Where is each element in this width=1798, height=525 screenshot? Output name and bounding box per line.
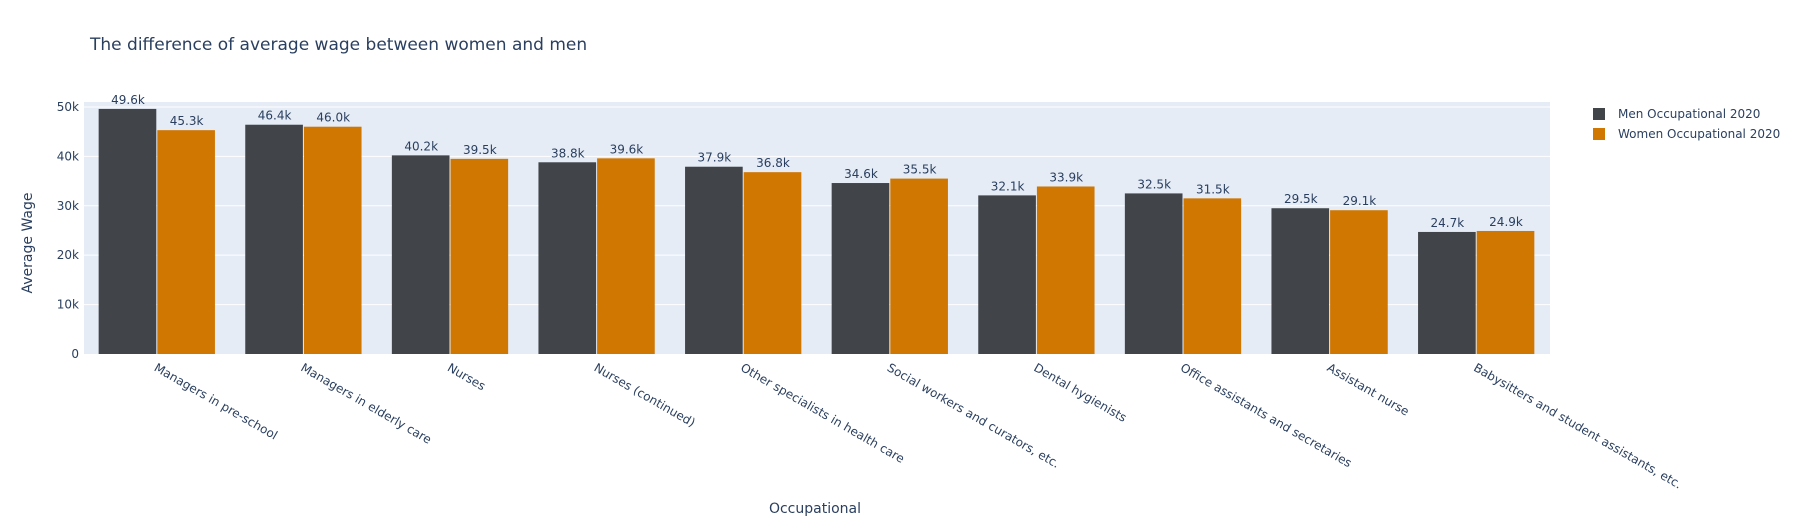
- legend-swatch: [1593, 128, 1605, 140]
- bar[interactable]: [1330, 210, 1388, 354]
- bar-value-label: 34.6k: [844, 167, 878, 181]
- x-tick-label: Managers in elderly care: [298, 360, 433, 446]
- x-tick-label: Assistant nurse: [1325, 360, 1412, 418]
- bar[interactable]: [245, 124, 303, 355]
- bar[interactable]: [743, 172, 802, 354]
- x-tick-label: Nurses (continued): [592, 360, 698, 429]
- bar-value-label: 40.2k: [404, 139, 438, 153]
- bar-value-label: 24.9k: [1489, 215, 1523, 229]
- x-axis-ticks: Managers in pre-school Managers in elderl…: [152, 360, 1684, 491]
- bars: [98, 108, 1535, 355]
- bar-value-label: 31.5k: [1196, 182, 1230, 196]
- legend-swatch: [1593, 108, 1605, 120]
- bar-value-label: 32.1k: [991, 179, 1025, 193]
- bar[interactable]: [1476, 230, 1535, 354]
- bar[interactable]: [1271, 208, 1330, 354]
- x-tick-label: Nurses: [445, 360, 488, 393]
- bar[interactable]: [685, 166, 743, 354]
- x-tick-label: Office assistants and secretaries: [1178, 360, 1354, 470]
- bar[interactable]: [157, 130, 215, 354]
- bar-value-label: 35.5k: [903, 163, 937, 177]
- bar-value-label: 49.6k: [111, 93, 145, 107]
- y-axis-title: Average Wage: [20, 193, 36, 294]
- y-tick-label: 30k: [57, 199, 79, 213]
- bar[interactable]: [450, 158, 509, 354]
- legend-item[interactable]: Women Occupational 2020: [1593, 127, 1780, 141]
- y-tick-label: 0: [71, 347, 79, 361]
- legend-label: Women Occupational 2020: [1618, 127, 1780, 141]
- bar-labels: 49.6k 45.3k 46.4k 46.0k 40.2k 39.5k 38.8k 39.6k…: [111, 93, 1523, 230]
- bar[interactable]: [890, 178, 948, 354]
- bar[interactable]: [1124, 193, 1183, 354]
- bar-value-label: 37.9k: [698, 151, 732, 165]
- x-axis-title: Occupational: [769, 501, 861, 517]
- bar[interactable]: [538, 162, 597, 354]
- bar[interactable]: [597, 158, 655, 354]
- bar-value-label: 32.5k: [1137, 177, 1171, 191]
- bar-value-label: 29.5k: [1284, 192, 1318, 206]
- y-tick-label: 10k: [57, 298, 79, 312]
- x-tick-label: Other specialists in health care: [738, 360, 907, 465]
- bar-value-label: 39.5k: [463, 143, 497, 157]
- x-tick-label: Social workers and curators, etc.: [885, 360, 1062, 470]
- bar-value-label: 46.4k: [258, 109, 292, 123]
- bar[interactable]: [391, 155, 450, 354]
- chart-title: The difference of average wage between w…: [89, 35, 587, 55]
- bar-value-label: 38.8k: [551, 146, 585, 160]
- legend[interactable]: Men Occupational 2020 Women Occupational …: [1593, 107, 1780, 141]
- y-tick-label: 20k: [57, 248, 79, 262]
- bar[interactable]: [98, 108, 157, 354]
- bar[interactable]: [831, 183, 890, 354]
- bar-value-label: 29.1k: [1343, 194, 1377, 208]
- x-tick-label: Dental hygienists: [1031, 360, 1129, 424]
- bar[interactable]: [1036, 186, 1095, 354]
- bar[interactable]: [303, 126, 362, 355]
- bar-value-label: 24.7k: [1431, 216, 1465, 230]
- bar[interactable]: [978, 195, 1036, 354]
- bar-value-label: 36.8k: [756, 156, 790, 170]
- bar-value-label: 33.9k: [1049, 170, 1083, 184]
- legend-label: Men Occupational 2020: [1618, 107, 1760, 121]
- legend-item[interactable]: Men Occupational 2020: [1593, 107, 1760, 121]
- bar[interactable]: [1418, 231, 1476, 354]
- x-tick-label: Managers in pre-school: [152, 360, 280, 442]
- y-tick-label: 40k: [57, 149, 79, 163]
- x-tick-label: Babysitters and student assistants, etc.: [1471, 360, 1684, 491]
- y-axis-ticks: 0 10k 20k 30k 40k 50k: [57, 100, 79, 361]
- bar[interactable]: [1183, 198, 1242, 354]
- y-tick-label: 50k: [57, 100, 79, 114]
- bar-value-label: 39.6k: [610, 142, 644, 156]
- bar-value-label: 45.3k: [170, 114, 204, 128]
- bar-value-label: 46.0k: [316, 111, 350, 125]
